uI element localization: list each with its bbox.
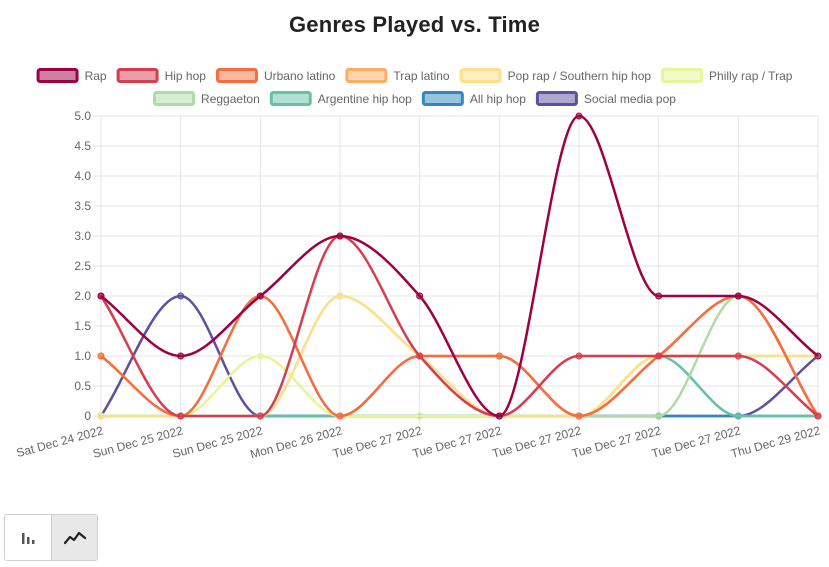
legend-label: Pop rap / Southern hip hop: [508, 69, 652, 83]
x-tick-label: Sun Dec 25 2022: [91, 423, 185, 461]
legend-item[interactable]: Urbano latino: [215, 68, 336, 83]
data-point[interactable]: [336, 232, 344, 240]
legend-label: Urbano latino: [264, 69, 336, 83]
legend-swatch: [535, 91, 578, 106]
y-tick-label: 3.5: [74, 199, 91, 213]
legend-swatch: [345, 68, 388, 83]
x-tick-label: Tue Dec 27 2022: [411, 423, 503, 460]
data-point[interactable]: [814, 412, 822, 420]
data-point[interactable]: [97, 292, 105, 300]
legend-item[interactable]: Hip hop: [116, 68, 207, 83]
data-point[interactable]: [495, 412, 503, 420]
y-tick-label: 1.0: [74, 349, 91, 363]
legend-label: Hip hop: [165, 69, 207, 83]
legend-label: Philly rap / Trap: [709, 69, 793, 83]
chart-title: Genres Played vs. Time: [288, 12, 541, 37]
data-point[interactable]: [177, 412, 185, 420]
legend-item[interactable]: Philly rap / Trap: [661, 68, 793, 83]
data-point[interactable]: [734, 352, 742, 360]
data-point[interactable]: [97, 352, 105, 360]
data-point[interactable]: [336, 412, 344, 420]
x-tick-label: Thu Dec 29 2022: [729, 423, 822, 460]
legend-item[interactable]: Rap: [36, 68, 107, 83]
data-point[interactable]: [177, 292, 185, 300]
line-chart-icon: [63, 531, 86, 544]
x-tick-label: Tue Dec 27 2022: [650, 423, 742, 460]
legend-item[interactable]: Reggaeton: [153, 91, 260, 106]
legend-swatch: [116, 68, 159, 83]
data-point[interactable]: [336, 292, 344, 300]
data-point[interactable]: [416, 292, 424, 300]
legend-swatch: [661, 68, 704, 83]
y-tick-label: 4.0: [74, 169, 91, 183]
y-tick-label: 2.0: [74, 289, 91, 303]
legend-label: All hip hop: [470, 92, 526, 106]
legend-item[interactable]: Social media pop: [535, 91, 676, 106]
legend-label: Social media pop: [584, 92, 676, 106]
legend-item[interactable]: Trap latino: [345, 68, 450, 83]
data-point[interactable]: [97, 412, 105, 420]
data-point[interactable]: [655, 292, 663, 300]
data-point[interactable]: [177, 352, 185, 360]
data-point[interactable]: [734, 292, 742, 300]
legend-swatch: [269, 91, 312, 106]
legend-swatch: [36, 68, 79, 83]
series-line: [100, 294, 820, 418]
x-tick-label: Tue Dec 27 2022: [331, 423, 423, 460]
data-point[interactable]: [256, 412, 264, 420]
x-tick-label: Tue Dec 27 2022: [570, 423, 662, 460]
legend-label: Argentine hip hop: [318, 92, 412, 106]
data-point[interactable]: [814, 352, 822, 360]
x-tick-label: Tue Dec 27 2022: [491, 423, 583, 460]
y-tick-label: 0: [84, 409, 91, 423]
bar-chart-icon: [22, 532, 35, 544]
y-tick-label: 1.5: [74, 319, 91, 333]
x-tick-label: Sat Dec 24 2022: [15, 423, 105, 460]
legend-swatch: [421, 91, 464, 106]
data-point[interactable]: [495, 352, 503, 360]
legend-label: Reggaeton: [201, 92, 260, 106]
legend-swatch: [153, 91, 196, 106]
data-point[interactable]: [256, 292, 264, 300]
data-point[interactable]: [575, 412, 583, 420]
y-tick-label: 0.5: [74, 379, 91, 393]
data-point[interactable]: [734, 412, 742, 420]
line-chart-button[interactable]: [51, 515, 97, 560]
legend-item[interactable]: Pop rap / Southern hip hop: [459, 68, 652, 83]
data-point[interactable]: [575, 352, 583, 360]
chart-type-toggle: [4, 514, 98, 561]
data-point[interactable]: [416, 412, 424, 420]
data-point[interactable]: [655, 352, 663, 360]
y-tick-label: 3.0: [74, 229, 91, 243]
y-tick-label: 4.5: [74, 139, 91, 153]
legend-swatch: [215, 68, 258, 83]
y-tick-label: 5.0: [74, 109, 91, 123]
line-chart: Rap Hip hop Urbano latino Trap latino Pop ra…: [15, 68, 822, 461]
legend-swatch: [459, 68, 502, 83]
y-tick-label: 2.5: [74, 259, 91, 273]
data-point[interactable]: [416, 352, 424, 360]
data-point[interactable]: [256, 352, 264, 360]
data-point[interactable]: [655, 412, 663, 420]
legend-label: Trap latino: [393, 69, 450, 83]
series-line: [100, 114, 819, 418]
legend-item[interactable]: All hip hop: [421, 91, 526, 106]
bar-chart-button[interactable]: [5, 515, 51, 560]
data-point[interactable]: [575, 112, 583, 120]
legend-item[interactable]: Argentine hip hop: [269, 91, 412, 106]
legend-label: Rap: [85, 69, 107, 83]
x-tick-label: Mon Dec 26 2022: [249, 423, 344, 461]
